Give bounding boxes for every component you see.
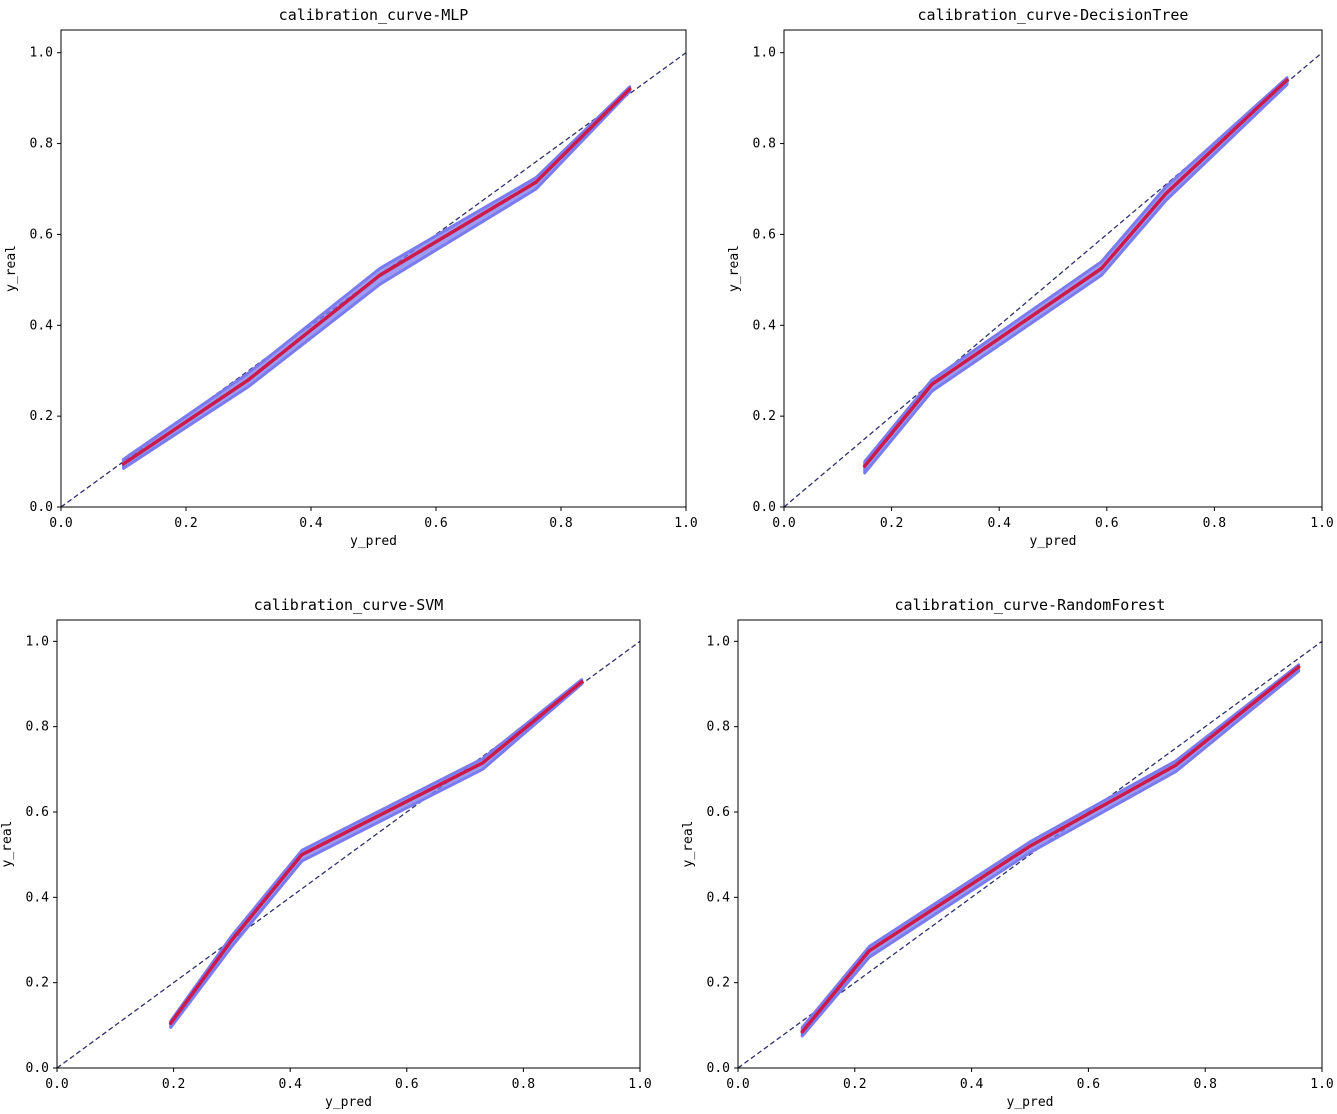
x-tick-label: 0.6 bbox=[395, 1077, 418, 1092]
x-tick-label: 0.2 bbox=[162, 1077, 185, 1092]
calibration-point bbox=[1174, 763, 1178, 767]
y-tick-label: 0.8 bbox=[26, 720, 49, 735]
x-tick-label: 0.0 bbox=[45, 1077, 68, 1092]
plot-frame bbox=[56, 619, 641, 1069]
x-tick-label: 0.6 bbox=[1095, 516, 1118, 531]
y-tick-label: 0.6 bbox=[26, 805, 49, 820]
calibration-point bbox=[863, 464, 867, 468]
y-tick-label: 0.0 bbox=[26, 1061, 49, 1076]
calibration-point bbox=[1028, 844, 1032, 848]
y-tick-label: 0.8 bbox=[707, 720, 730, 735]
x-tick-label: 0.0 bbox=[772, 516, 795, 531]
y-tick-label: 0.8 bbox=[753, 137, 776, 152]
y-tick-label: 0.6 bbox=[30, 227, 53, 242]
x-tick-label: 0.4 bbox=[299, 516, 323, 531]
y-tick-label: 0.4 bbox=[26, 890, 50, 905]
calibration-point bbox=[300, 853, 304, 857]
calibration-point bbox=[169, 1021, 173, 1025]
y-axis-label: y_real bbox=[0, 821, 15, 868]
calibration-point bbox=[580, 680, 584, 684]
y-tick-label: 0.2 bbox=[707, 976, 730, 991]
x-tick-label: 0.0 bbox=[726, 1077, 749, 1092]
x-tick-label: 0.4 bbox=[960, 1077, 984, 1092]
x-tick-label: 0.2 bbox=[843, 1077, 866, 1092]
y-tick-label: 1.0 bbox=[753, 46, 776, 61]
x-tick-label: 1.0 bbox=[1310, 1077, 1333, 1092]
calibration-point bbox=[246, 378, 251, 382]
x-tick-label: 0.2 bbox=[174, 516, 197, 531]
calibration-point bbox=[121, 462, 126, 466]
calibration-point bbox=[1297, 665, 1301, 669]
chart-title: calibration_curve-RandomForest bbox=[895, 596, 1166, 614]
calibration-curve-line bbox=[862, 78, 1289, 468]
calibration-point bbox=[628, 87, 632, 91]
chart-panel-3: 0.0 0.2 0.4 0.6 0.8 1.0 0.0 0.2 0.4 0.6 0.8 1.0 cali… bbox=[0, 596, 652, 1110]
chart-title: calibration_curve-MLP bbox=[279, 6, 469, 24]
y-tick-label: 0.6 bbox=[707, 805, 730, 820]
x-tick-label: 0.6 bbox=[1077, 1077, 1100, 1092]
y-tick-label: 0.0 bbox=[753, 500, 776, 515]
x-axis-label: y_pred bbox=[1007, 1095, 1054, 1110]
calibration-curve-line bbox=[168, 680, 584, 1025]
x-tick-label: 0.8 bbox=[549, 516, 572, 531]
y-tick-label: 0.2 bbox=[30, 409, 53, 424]
calibration-point bbox=[1099, 266, 1104, 271]
y-axis-label: y_real bbox=[727, 245, 742, 292]
x-tick-label: 0.0 bbox=[49, 516, 72, 531]
x-tick-label: 0.4 bbox=[987, 516, 1011, 531]
y-tick-label: 0.4 bbox=[707, 890, 731, 905]
x-tick-label: 0.8 bbox=[1193, 1077, 1216, 1092]
y-tick-label: 0.8 bbox=[30, 137, 53, 152]
y-tick-label: 0.0 bbox=[707, 1061, 730, 1076]
x-axis-label: y_pred bbox=[1030, 534, 1077, 549]
y-tick-label: 0.2 bbox=[26, 976, 49, 991]
x-tick-label: 0.4 bbox=[278, 1077, 302, 1092]
calibration-point bbox=[1164, 191, 1168, 196]
x-tick-label: 0.6 bbox=[424, 516, 447, 531]
plot-frame bbox=[60, 29, 687, 508]
calibration-point bbox=[378, 273, 382, 277]
x-tick-label: 1.0 bbox=[1310, 516, 1333, 531]
y-tick-label: 1.0 bbox=[26, 634, 49, 649]
x-tick-label: 1.0 bbox=[674, 516, 697, 531]
y-tick-label: 0.6 bbox=[753, 227, 776, 242]
chart-panel-4: 0.0 0.2 0.4 0.6 0.8 1.0 0.0 0.2 0.4 0.6 0.8 1.0 cali… bbox=[681, 596, 1334, 1110]
plot-frame bbox=[737, 619, 1323, 1069]
chart-title: calibration_curve-SVM bbox=[254, 596, 444, 614]
x-tick-label: 0.8 bbox=[512, 1077, 535, 1092]
calibration-point bbox=[930, 382, 934, 386]
calibration-point bbox=[800, 1030, 804, 1034]
chart-panel-2: 0.0 0.2 0.4 0.6 0.8 1.0 0.0 0.2 0.4 0.6 0.8 1.0 cali… bbox=[727, 6, 1334, 549]
y-tick-label: 1.0 bbox=[707, 634, 730, 649]
y-tick-label: 0.4 bbox=[753, 318, 777, 333]
chart-panel-1: 0.0 0.2 0.4 0.6 0.8 1.0 0.0 0.2 0.4 0.6 0.8 1.0 cali… bbox=[4, 6, 698, 549]
y-axis-label: y_real bbox=[681, 821, 696, 868]
y-tick-label: 0.4 bbox=[30, 318, 54, 333]
calibration-point bbox=[1285, 78, 1289, 82]
y-tick-label: 0.0 bbox=[30, 500, 53, 515]
plot-frame bbox=[783, 29, 1323, 508]
y-tick-label: 0.2 bbox=[753, 409, 776, 424]
x-tick-label: 0.2 bbox=[880, 516, 903, 531]
calibration-point bbox=[534, 180, 538, 184]
confidence-band bbox=[800, 663, 1301, 1038]
y-axis-label: y_real bbox=[4, 245, 19, 292]
calibration-point bbox=[230, 938, 234, 942]
calibration-point bbox=[867, 949, 872, 953]
x-tick-label: 0.8 bbox=[1203, 516, 1226, 531]
x-axis-label: y_pred bbox=[350, 534, 397, 549]
x-axis-label: y_pred bbox=[325, 1095, 372, 1110]
x-tick-label: 1.0 bbox=[628, 1077, 651, 1092]
y-tick-label: 1.0 bbox=[30, 46, 53, 61]
confidence-band bbox=[863, 76, 1289, 475]
calibration-point bbox=[480, 761, 485, 765]
chart-title: calibration_curve-DecisionTree bbox=[918, 6, 1189, 24]
